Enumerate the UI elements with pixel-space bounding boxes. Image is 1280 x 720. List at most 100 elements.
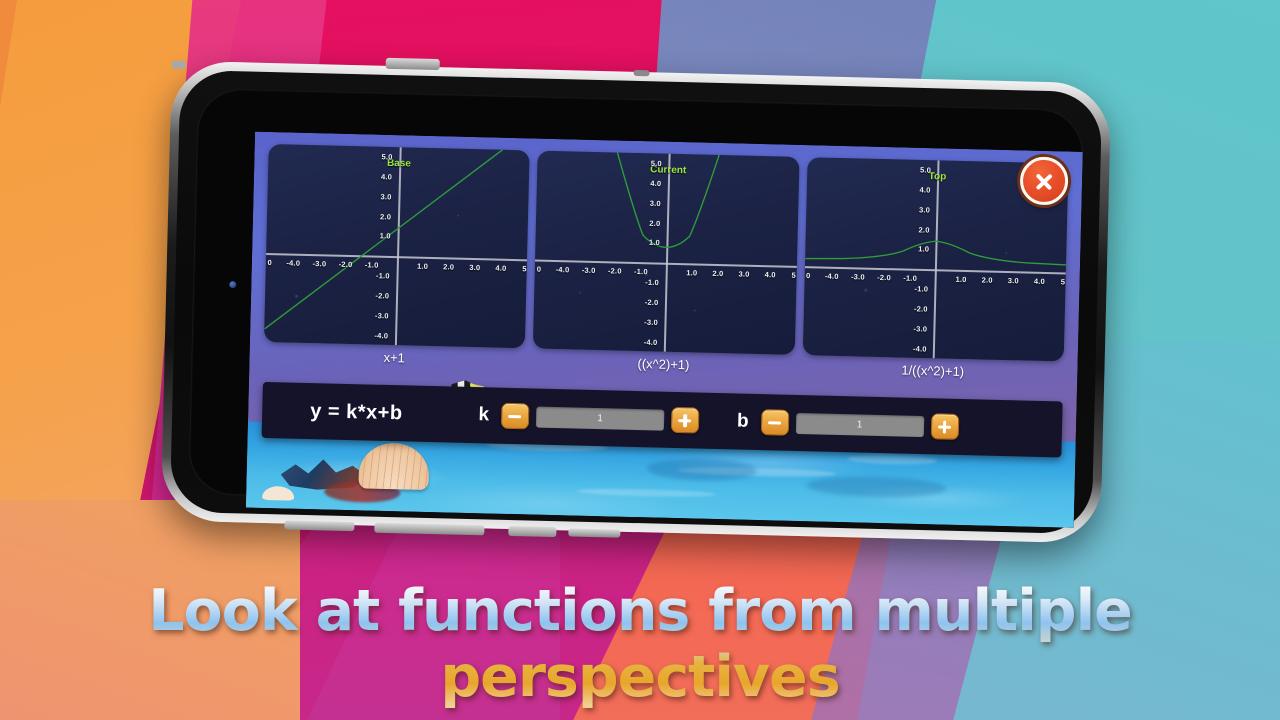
x-tick-label: -1.0 [903, 273, 918, 283]
bg-shape-orange-bottom-left [0, 500, 300, 720]
phone-button-bottom-1[interactable] [284, 520, 355, 532]
x-tick-label: 4.0 [1033, 276, 1046, 286]
parameter-b-increment-button[interactable] [930, 413, 959, 440]
y-tick-label: 5.0 [650, 158, 662, 168]
curve-x-squared-plus-1 [615, 150, 723, 249]
y-tick-label: -2.0 [375, 291, 390, 301]
y-tick-label: 2.0 [379, 211, 392, 222]
x-tick-label: -4.0 [555, 264, 570, 275]
y-tick-label: -1.0 [914, 284, 929, 294]
x-tick-label: 2.0 [712, 268, 724, 278]
parameter-k-increment-button[interactable] [670, 406, 700, 434]
curve-one-over-x-squared-plus-1 [804, 240, 1067, 266]
x-tick-label: 0 [536, 264, 542, 274]
x-tick-label: -3.0 [312, 258, 327, 269]
graph-plot-area-top[interactable]: Top 5.0 4.0 3.0 2.0 1.0 -1.0 -2.0 -3.0 [802, 157, 1069, 362]
y-tick-label: 1.0 [379, 231, 391, 241]
equation-label: y = k*x+b [309, 399, 403, 424]
parameter-k-decrement-button[interactable] [500, 402, 530, 430]
parameter-b-label: b [736, 410, 749, 432]
y-tick-label: 2.0 [649, 218, 661, 228]
minus-icon [768, 416, 782, 429]
x-tick-label: 2.0 [981, 275, 993, 285]
graph-plot-area-base[interactable]: Base 5.0 4.0 3.0 2.0 1.0 -1.0 -2.0 -3 [263, 143, 531, 349]
y-tick-label: -1.0 [375, 271, 390, 281]
x-tick-label: 0 [267, 257, 273, 267]
y-tick-label: 4.0 [650, 178, 662, 188]
graph-title-top: Top [928, 171, 947, 183]
x-tick-label: -2.0 [877, 272, 892, 283]
promo-caption: Look at functions from multiple perspect… [0, 578, 1280, 710]
graph-panel-base[interactable]: Base 5.0 4.0 3.0 2.0 1.0 -1.0 -2.0 -3 [263, 143, 531, 368]
x-tick-label: 3.0 [738, 269, 750, 279]
parameter-k-group: k 1 [478, 402, 700, 434]
x-tick-label: 4.0 [495, 263, 507, 273]
y-tick-label: 1.0 [648, 238, 661, 248]
phone-mockup: Base 5.0 4.0 3.0 2.0 1.0 -1.0 -2.0 -3 [160, 57, 1112, 544]
y-tick-label: 4.0 [919, 185, 931, 195]
x-tick-label: 0 [805, 270, 811, 281]
graph-panel-current[interactable]: Current 5.0 4.0 3.0 2.0 1.0 -1.0 -2.0 -3… [533, 150, 800, 375]
app-root: Base 5.0 4.0 3.0 2.0 1.0 -1.0 -2.0 -3 [245, 131, 1083, 528]
phone-button-bottom-3[interactable] [508, 525, 557, 538]
parameter-k-label: k [478, 404, 490, 426]
x-tick-label: -1.0 [633, 266, 648, 277]
graph-panels: Base 5.0 4.0 3.0 2.0 1.0 -1.0 -2.0 -3 [263, 143, 1069, 381]
y-tick-label: 3.0 [649, 198, 661, 208]
phone-earpiece [633, 69, 650, 77]
x-tick-label: -3.0 [850, 272, 865, 282]
plus-icon [938, 420, 952, 434]
y-tick-label: -4.0 [374, 331, 389, 341]
phone-screen: Base 5.0 4.0 3.0 2.0 1.0 -1.0 -2.0 -3 [245, 131, 1083, 528]
x-tick-label: 3.0 [469, 262, 481, 273]
y-tick-label: -2.0 [644, 297, 659, 308]
y-tick-label: -3.0 [644, 317, 659, 328]
x-tick-label: 1.0 [955, 274, 967, 284]
y-tick-label: -2.0 [913, 304, 928, 314]
y-tick-label: -3.0 [374, 311, 389, 321]
phone-button-top[interactable] [385, 57, 440, 71]
x-tick-label: -2.0 [607, 266, 622, 276]
curve-x-plus-1 [264, 149, 504, 330]
plus-icon [678, 413, 692, 427]
y-tick-label: 5.0 [381, 152, 393, 162]
x-tick-label: -2.0 [338, 259, 353, 269]
seashell-decoration [358, 442, 430, 490]
x-tick-label: -3.0 [581, 265, 596, 275]
parameter-b-value[interactable]: 1 [795, 412, 924, 437]
x-tick-label: 1.0 [416, 261, 429, 271]
y-tick-label: -3.0 [913, 324, 928, 334]
x-tick-label: 1.0 [686, 268, 698, 278]
parameter-b-decrement-button[interactable] [760, 409, 789, 436]
x-tick-label: -4.0 [824, 271, 839, 281]
x-tick-label: 4.0 [764, 269, 776, 280]
graph-plot-area-current[interactable]: Current 5.0 4.0 3.0 2.0 1.0 -1.0 -2.0 -3… [533, 150, 800, 355]
x-tick-label: 5 [522, 264, 527, 274]
small-shell-decoration [262, 485, 295, 501]
x-tick-label: 2.0 [443, 262, 455, 272]
y-tick-label: 3.0 [918, 205, 931, 215]
y-tick-label: -4.0 [912, 344, 927, 354]
y-tick-label: 5.0 [919, 165, 932, 175]
x-tick-label: 5 [791, 270, 797, 280]
phone-body: Base 5.0 4.0 3.0 2.0 1.0 -1.0 -2.0 -3 [160, 57, 1112, 544]
phone-inner-frame: Base 5.0 4.0 3.0 2.0 1.0 -1.0 -2.0 -3 [169, 69, 1103, 535]
y-tick-label: 4.0 [380, 172, 393, 182]
front-camera-icon [229, 281, 237, 289]
x-tick-label: -4.0 [286, 258, 301, 268]
x-tick-label: 5 [1060, 277, 1066, 287]
minus-icon [508, 409, 522, 422]
y-tick-label: 3.0 [380, 191, 392, 202]
y-tick-label: -1.0 [645, 278, 660, 288]
parameter-k-value[interactable]: 1 [535, 406, 665, 431]
x-tick-label: -1.0 [364, 260, 379, 270]
parameter-b-group: b 1 [737, 409, 959, 440]
y-tick-label: 2.0 [918, 225, 930, 235]
close-icon [1034, 171, 1054, 191]
graph-panel-top[interactable]: Top 5.0 4.0 3.0 2.0 1.0 -1.0 -2.0 -3.0 [802, 157, 1069, 381]
phone-button-bottom-4[interactable] [568, 528, 621, 538]
phone-bezel: Base 5.0 4.0 3.0 2.0 1.0 -1.0 -2.0 -3 [188, 88, 1084, 528]
x-tick-label: 3.0 [1007, 275, 1019, 286]
phone-sensor-top [171, 60, 186, 69]
y-tick-label: 1.0 [918, 244, 930, 255]
